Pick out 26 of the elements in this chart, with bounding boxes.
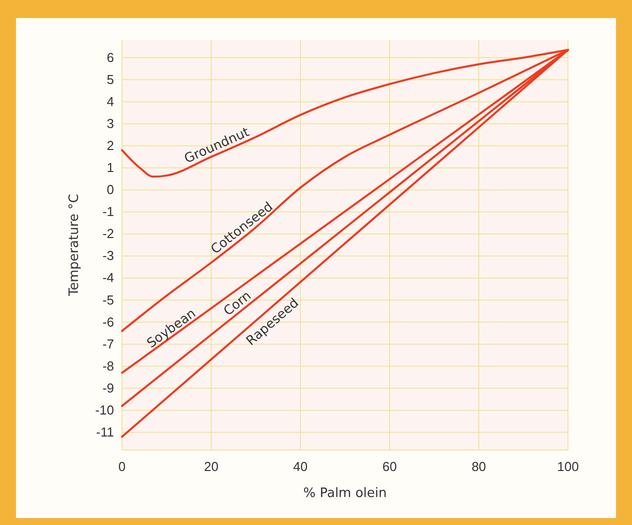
x-tick-label: 40	[293, 459, 308, 474]
y-tick-label: -8	[102, 358, 114, 374]
x-tick-label: 20	[204, 459, 218, 474]
y-tick-label: 6	[106, 50, 114, 65]
y-axis-title: Temperature °C	[67, 194, 82, 298]
y-tick-label: -3	[102, 248, 114, 264]
y-tick-label: -2	[102, 226, 114, 242]
y-tick-label: 0	[106, 182, 114, 198]
y-tick-label: 2	[106, 138, 114, 153]
y-tick-label: -6	[102, 314, 114, 330]
y-tick-label: 3	[106, 116, 114, 131]
y-tick-label: 5	[106, 72, 114, 87]
y-tick-label: -1	[102, 204, 114, 220]
y-tick-label: -4	[102, 270, 114, 286]
x-tick-label: 80	[472, 459, 486, 474]
x-axis-title: % Palm olein	[303, 486, 387, 501]
x-tick-label: 60	[382, 459, 397, 474]
y-tick-label: -5	[102, 292, 114, 308]
y-tick-label: -9	[102, 380, 114, 396]
y-tick-label: 1	[106, 160, 114, 176]
y-tick-label: -10	[95, 402, 114, 418]
y-tick-label: -7	[102, 336, 114, 352]
y-tick-label: 4	[106, 94, 114, 109]
x-tick-label: 0	[118, 459, 126, 474]
y-tick-label: -11	[96, 424, 114, 440]
x-tick-label: 100	[557, 459, 579, 474]
